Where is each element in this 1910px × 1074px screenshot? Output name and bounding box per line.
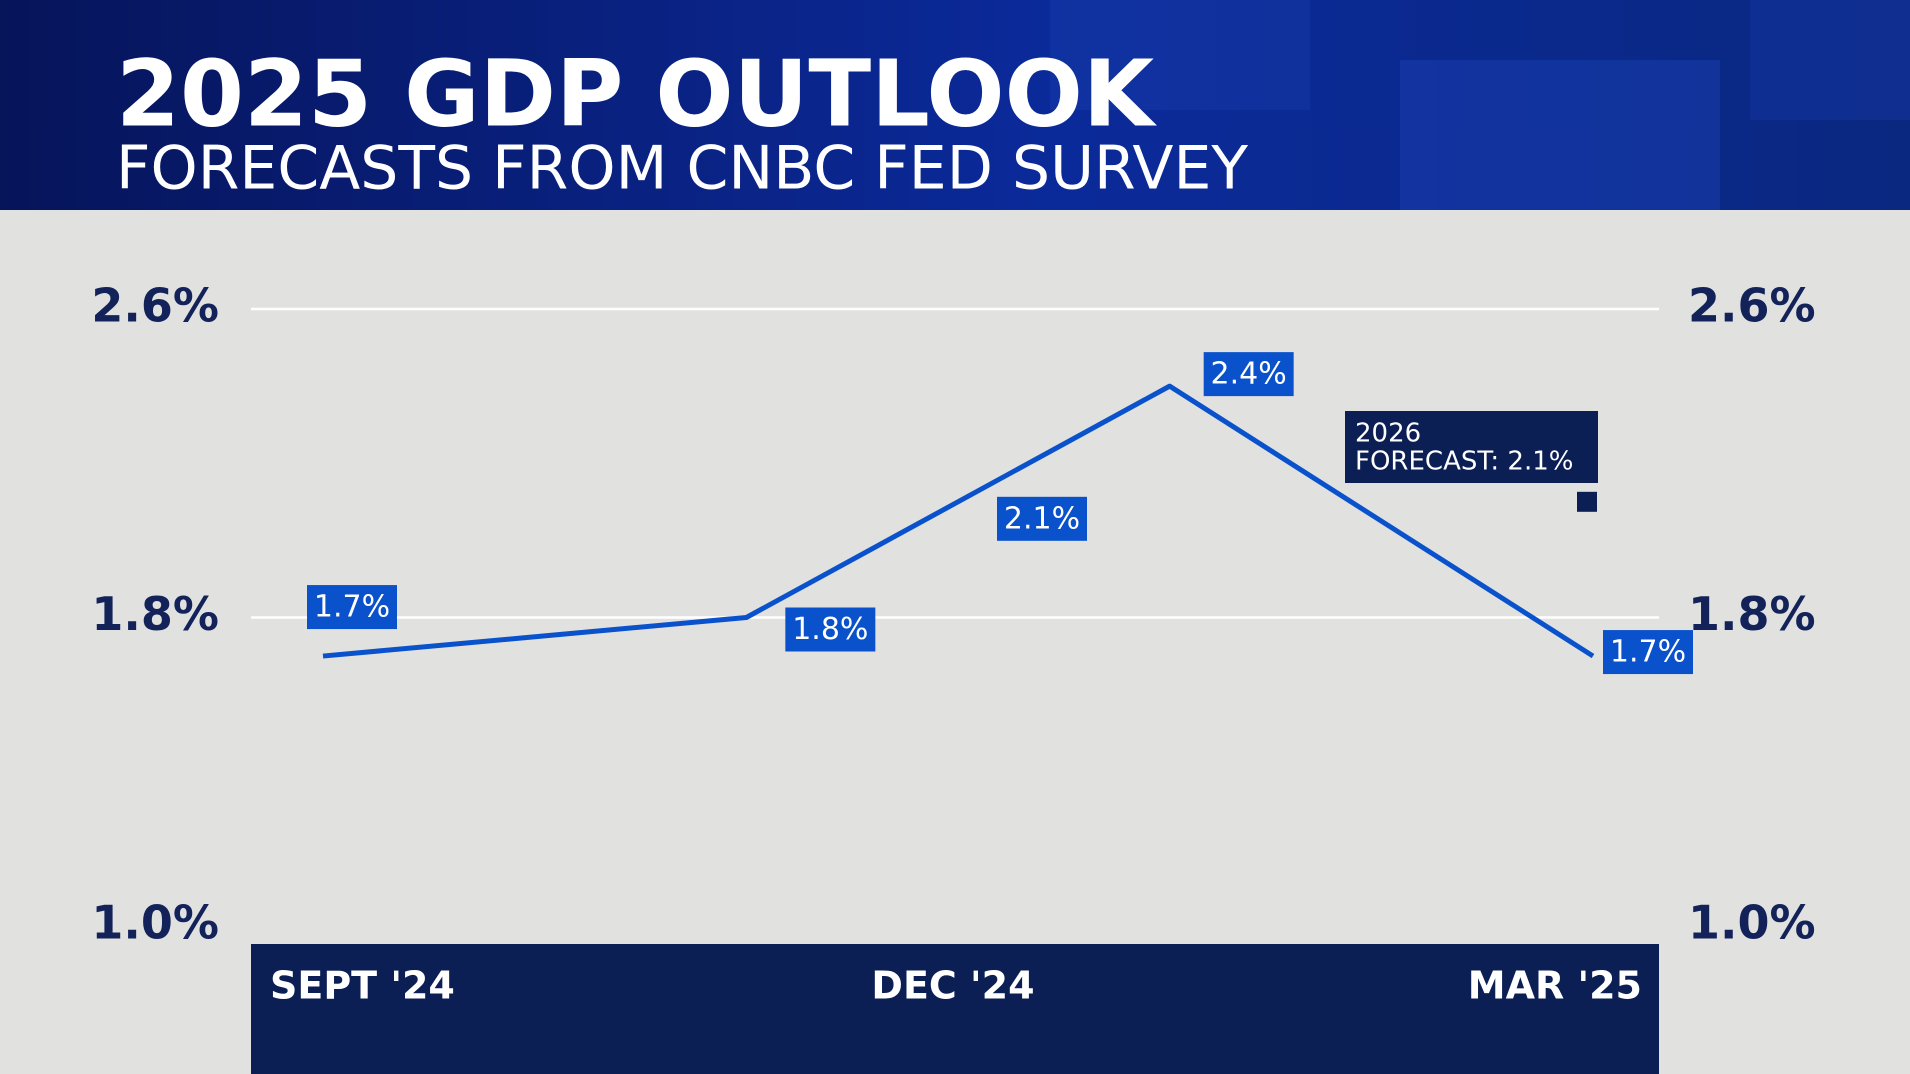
value-label: 2.1% <box>1004 501 1080 536</box>
y-tick-label: 1.8% <box>91 587 219 641</box>
y-tick-label: 1.0% <box>91 896 219 950</box>
y2-tick-label: 1.0% <box>1688 896 1816 950</box>
value-label-box <box>785 607 876 652</box>
header-decor <box>1400 60 1720 210</box>
header-band <box>0 0 1910 210</box>
x-tick-label: SEPT '24 <box>270 964 455 1008</box>
value-label-box <box>1203 352 1294 397</box>
chart-title: 2025 GDP OUTLOOK <box>116 40 1158 147</box>
y2-tick-label: 2.6% <box>1688 279 1816 333</box>
annotation-box <box>1345 411 1598 483</box>
x-tick-label: MAR '25 <box>1468 964 1642 1008</box>
data-line <box>322 383 1595 659</box>
annotation-text: 2026 <box>1355 419 1421 449</box>
value-label: 1.7% <box>1610 635 1686 670</box>
chart-subtitle: FORECASTS FROM CNBC FED SURVEY <box>116 134 1248 204</box>
y-tick-label: 2.6% <box>91 279 219 333</box>
header-decor <box>1750 0 1910 120</box>
value-label-box <box>997 496 1087 541</box>
x-tick-label: DEC '24 <box>871 964 1034 1008</box>
value-label: 1.8% <box>792 612 868 647</box>
value-label: 1.7% <box>314 590 390 625</box>
forecast-point <box>1577 491 1597 512</box>
value-label-box <box>1603 630 1693 675</box>
header-decor <box>1050 0 1310 110</box>
x-axis-band <box>251 944 1659 1074</box>
y2-tick-label: 1.8% <box>1688 587 1816 641</box>
annotation-text: FORECAST: 2.1% <box>1355 447 1573 477</box>
value-label: 2.4% <box>1211 357 1287 392</box>
value-label-box <box>307 585 397 630</box>
